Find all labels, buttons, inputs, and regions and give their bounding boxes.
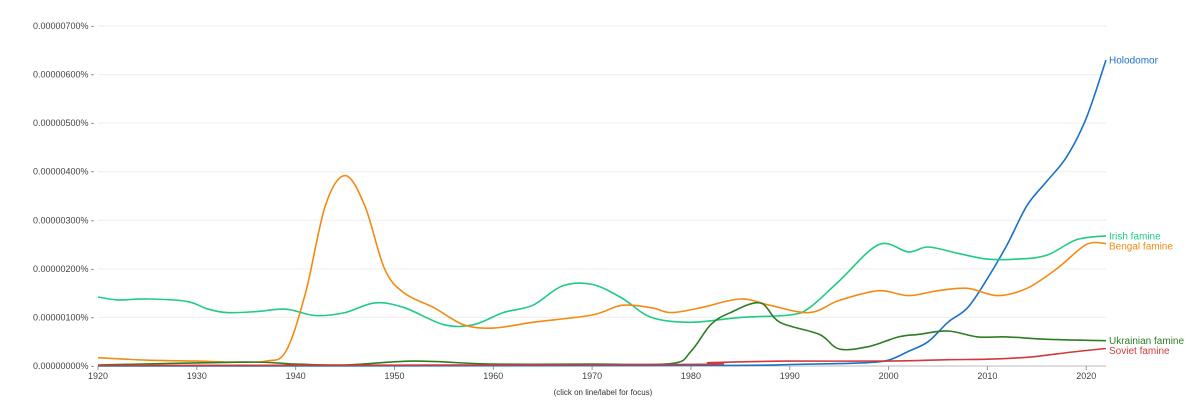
y-tick-label: 0.00000600% - — [33, 70, 94, 80]
x-tick-label: 1920 — [88, 371, 108, 381]
x-tick-label: 1930 — [187, 371, 207, 381]
y-tick-label: 0.00000200% - — [33, 264, 94, 274]
series-label-holodomor[interactable]: Holodomor — [1109, 56, 1159, 67]
x-tick-label: 2000 — [879, 371, 899, 381]
x-tick-label: 1970 — [582, 371, 602, 381]
grid — [98, 25, 1106, 367]
x-tick-label: 2010 — [977, 371, 997, 381]
series-line-irish-famine[interactable] — [97, 235, 1107, 328]
y-axis: 0.00000000% - 0.00000100% - 0.00000200% - 0… — [33, 21, 94, 371]
series-line-soviet-famine[interactable] — [97, 347, 1107, 367]
x-axis: 1920 1930 1940 1950 1960 1970 1980 1990 2000 2010… — [88, 365, 1106, 381]
y-tick-label: 0.00000000% - — [33, 361, 94, 371]
y-tick-label: 0.00000100% - — [33, 312, 94, 322]
series-label-irish-famine[interactable]: Irish famine — [1109, 231, 1161, 242]
series-label-soviet-famine[interactable]: Soviet famine — [1109, 346, 1170, 357]
series-lines — [97, 59, 1107, 367]
x-tick-label: 1990 — [780, 371, 800, 381]
chart-footnote: (click on line/label for focus) — [554, 388, 653, 397]
y-tick-label: 0.00000300% - — [33, 215, 94, 225]
series-label-ukrainian-famine[interactable]: Ukrainian famine — [1109, 336, 1184, 347]
series-label-bengal-famine[interactable]: Bengal famine — [1109, 241, 1173, 252]
y-tick-label: 0.00000700% - — [33, 21, 94, 31]
x-tick-label: 1980 — [681, 371, 701, 381]
series-line-ukrainian-famine[interactable] — [97, 301, 1107, 366]
series-line-holodomor[interactable] — [97, 59, 1107, 367]
y-tick-label: 0.00000400% - — [33, 167, 94, 177]
series-line-bengal-famine[interactable] — [97, 174, 1107, 364]
x-tick-label: 2020 — [1076, 371, 1096, 381]
x-tick-label: 1950 — [384, 371, 404, 381]
x-tick-label: 1960 — [483, 371, 503, 381]
x-tick-label: 1940 — [286, 371, 306, 381]
y-tick-label: 0.00000500% - — [33, 118, 94, 128]
